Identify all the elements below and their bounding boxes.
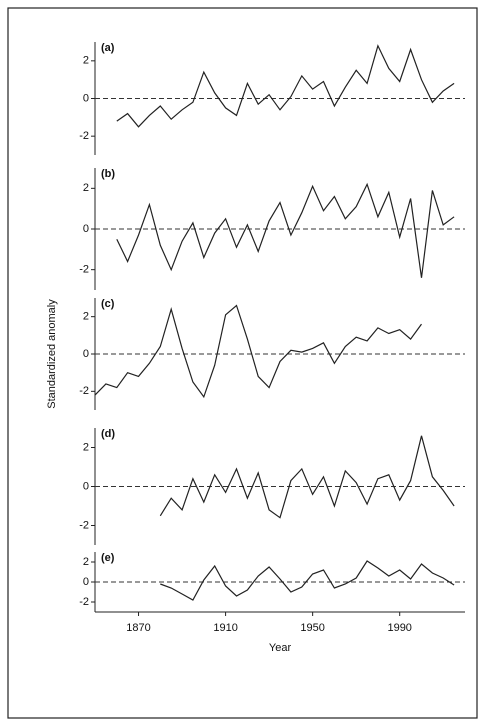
series-line — [116, 44, 455, 128]
frame — [7, 7, 478, 719]
panel-title: (a) — [101, 42, 115, 54]
x-tick-label: 1990 — [387, 622, 411, 634]
series-line — [159, 435, 455, 519]
y-tick-label: -2 — [79, 385, 89, 397]
y-tick-label: 0 — [83, 480, 89, 492]
panel-title: (c) — [101, 298, 115, 310]
y-tick-label: 2 — [83, 182, 89, 194]
x-tick-label: 1950 — [300, 622, 324, 634]
panel-title: (e) — [101, 552, 115, 564]
panel-title: (b) — [101, 168, 115, 180]
y-tick-label: 2 — [83, 311, 89, 323]
series-line — [94, 304, 422, 399]
y-tick-label: 2 — [83, 441, 89, 453]
series-line — [160, 560, 455, 601]
x-tick-label: 1910 — [213, 622, 237, 634]
y-tick-label: 2 — [83, 55, 89, 67]
y-tick-label: -2 — [79, 519, 89, 531]
y-tick-label: 0 — [83, 223, 89, 235]
panel-title: (d) — [101, 428, 115, 440]
y-tick-label: 0 — [83, 92, 89, 104]
y-tick-label: 0 — [83, 348, 89, 360]
y-tick-label: 0 — [83, 576, 89, 588]
series-line — [116, 182, 455, 278]
x-axis-label: Year — [269, 642, 292, 654]
y-tick-label: -2 — [79, 596, 89, 608]
y-tick-label: -2 — [79, 264, 89, 276]
y-axis-label: Standardized anomaly — [46, 299, 58, 409]
y-tick-label: 2 — [83, 556, 89, 568]
y-tick-label: -2 — [79, 130, 89, 142]
x-tick-label: 1870 — [126, 622, 150, 634]
